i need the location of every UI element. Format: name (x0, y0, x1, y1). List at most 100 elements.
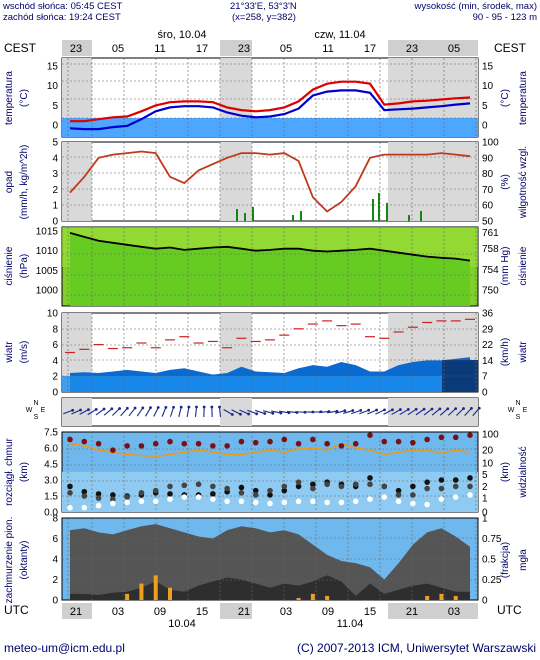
precip-night-0 (62, 142, 92, 221)
cloudbase-dot-s3-3 (110, 496, 116, 503)
precip-bar-1 (244, 213, 246, 221)
wind-arrow-12 (161, 407, 167, 417)
wind-arrow-head-37 (367, 408, 371, 412)
cloudbase-dot-s1-24 (410, 439, 416, 446)
cloudbase-dot-s3-23 (395, 492, 402, 498)
wind-arrow-head-23 (255, 412, 259, 416)
wind-arrow-38 (367, 409, 377, 415)
wind-arrow-23 (247, 409, 257, 415)
wind-arrow-3 (87, 408, 97, 416)
clouds-rtick-3: 0.75 (482, 534, 502, 545)
bottom-hour-3: 15 (196, 606, 208, 618)
temperature-ltick-0: 0 (52, 121, 58, 132)
cloudbase-dot-s3-20 (352, 481, 359, 488)
wind-ltick-0: 0 (52, 388, 58, 399)
precip-ltick-0: 0 (52, 217, 58, 228)
visibility-rtick-6: 100 (482, 430, 499, 441)
wind-ltick-1: 2 (52, 372, 58, 383)
wind-arrow-5 (103, 408, 113, 416)
altitude-title: wysokość (min, środek, max) (414, 1, 537, 12)
visibility-rtick-4: 10 (482, 458, 494, 469)
cloudbase-dot-s1-9 (195, 440, 202, 447)
wind-arrow-50 (464, 407, 472, 417)
wind-arrow-head-14 (179, 405, 183, 409)
cloudbase-dot-s2-1 (81, 488, 88, 495)
wind-arrow-head-19 (218, 405, 221, 409)
cloudbase-dot-s2-13 (252, 487, 259, 494)
pressure-ltick-2: 1010 (36, 246, 59, 257)
visibility-rtick-0: 0 (482, 508, 488, 519)
wind-arrow-head-7 (125, 406, 129, 410)
cloudbase-dot-s1-7 (167, 438, 173, 445)
cloudbase-dot-s4-8 (181, 494, 188, 500)
cloudbase-dot-s2-23 (395, 487, 402, 494)
sunrise-text: wschód słońca: 05:45 CEST (2, 1, 123, 12)
wind-arrow-head-50 (470, 406, 473, 410)
cloudbase-dot-s3-13 (252, 492, 259, 498)
cloudbase-dot-s4-26 (438, 496, 445, 503)
visibility-line (69, 442, 471, 458)
cloudbase-dot-s1-25 (424, 436, 430, 443)
cloudbase-dot-s2-10 (210, 491, 216, 497)
cloudbase-dot-s1-26 (438, 434, 445, 441)
cloudbase-dot-s3-22 (381, 483, 388, 490)
day2-label: czw, 11.04 (314, 29, 365, 41)
wind-arrow-head-13 (172, 405, 175, 409)
precip-rtick-0: 50 (482, 217, 494, 228)
wind-arrow-44 (415, 408, 425, 416)
clouds-rtick-0: 0 (482, 596, 488, 607)
fog-bar-27 (453, 595, 458, 600)
visibility-right-label: widzialność (518, 446, 529, 498)
clouds-rtick-1: 0.25 (482, 575, 502, 586)
clouds-ltick-4: 8 (52, 514, 58, 525)
cloudbase-dot-s3-25 (424, 485, 430, 492)
bottom-hour-1: 03 (112, 606, 124, 618)
clouds-rtick-2: 0.5 (482, 555, 496, 566)
wind-arrow-head-39 (383, 408, 386, 412)
wind-arrow-head-44 (422, 407, 426, 411)
cloudbase-dot-s1-12 (238, 438, 245, 445)
top-hour-0: 23 (70, 43, 82, 55)
precip-right-label: wilgotność wzgl. (518, 146, 529, 219)
cloudbase-dot-s4-9 (195, 494, 202, 500)
compass-left-compass_w: W (26, 407, 33, 414)
wind-arrow-head-36 (359, 408, 363, 412)
temperature-ltick-1: 5 (52, 101, 58, 112)
fog-bar-17 (310, 593, 315, 600)
cloudbase-dot-s4-14 (267, 500, 273, 507)
wind-arrow-head-17 (202, 405, 206, 409)
compass-left-compass_s: S (34, 414, 39, 421)
cloudbase-dot-s4-22 (381, 494, 388, 500)
wind-arrow-7 (120, 407, 128, 417)
temperature-rtick-2: 10 (482, 81, 494, 92)
wind-arrow-head-11 (156, 406, 160, 409)
wind-arrow-39 (375, 409, 385, 415)
clouds-right-unit: (frakcja) (500, 542, 511, 578)
temperature-freeze-band (62, 118, 478, 137)
cloudbase-dot-s4-28 (467, 492, 473, 498)
visibility-ltick-1: 1.5 (44, 492, 58, 503)
wind-arrow-35 (343, 410, 353, 414)
top-strip-night-2 (388, 40, 478, 56)
wind-arrow-head-18 (210, 405, 214, 409)
top-hour-1: 05 (112, 43, 124, 55)
cloudbase-dot-s1-17 (310, 436, 316, 443)
cloudbase-dot-s1-14 (267, 438, 273, 445)
wind-arrow-0 (63, 409, 73, 415)
cloudbase-dot-s1-20 (352, 440, 359, 447)
cloudbase-dot-s3-8 (181, 482, 188, 489)
cloudbase-dot-s4-16 (295, 498, 302, 505)
wind-arrow-head-3 (94, 407, 98, 411)
top-hour-2: 11 (154, 43, 165, 55)
temperature-rtick-0: 0 (482, 121, 488, 132)
footer-email[interactable]: meteo-um@icm.edu.pl (4, 641, 125, 655)
top-hour-4: 23 (238, 43, 250, 55)
cloudbase-dot-s1-28 (467, 432, 473, 439)
wind-arrow-46 (431, 408, 441, 416)
bottom-hour-5: 03 (280, 606, 292, 618)
clouds-ltick-3: 6 (52, 534, 58, 545)
wind-arrow-10 (145, 407, 151, 417)
wind-arrow-head-9 (141, 406, 145, 410)
cloudbase-dot-s4-27 (452, 494, 459, 500)
